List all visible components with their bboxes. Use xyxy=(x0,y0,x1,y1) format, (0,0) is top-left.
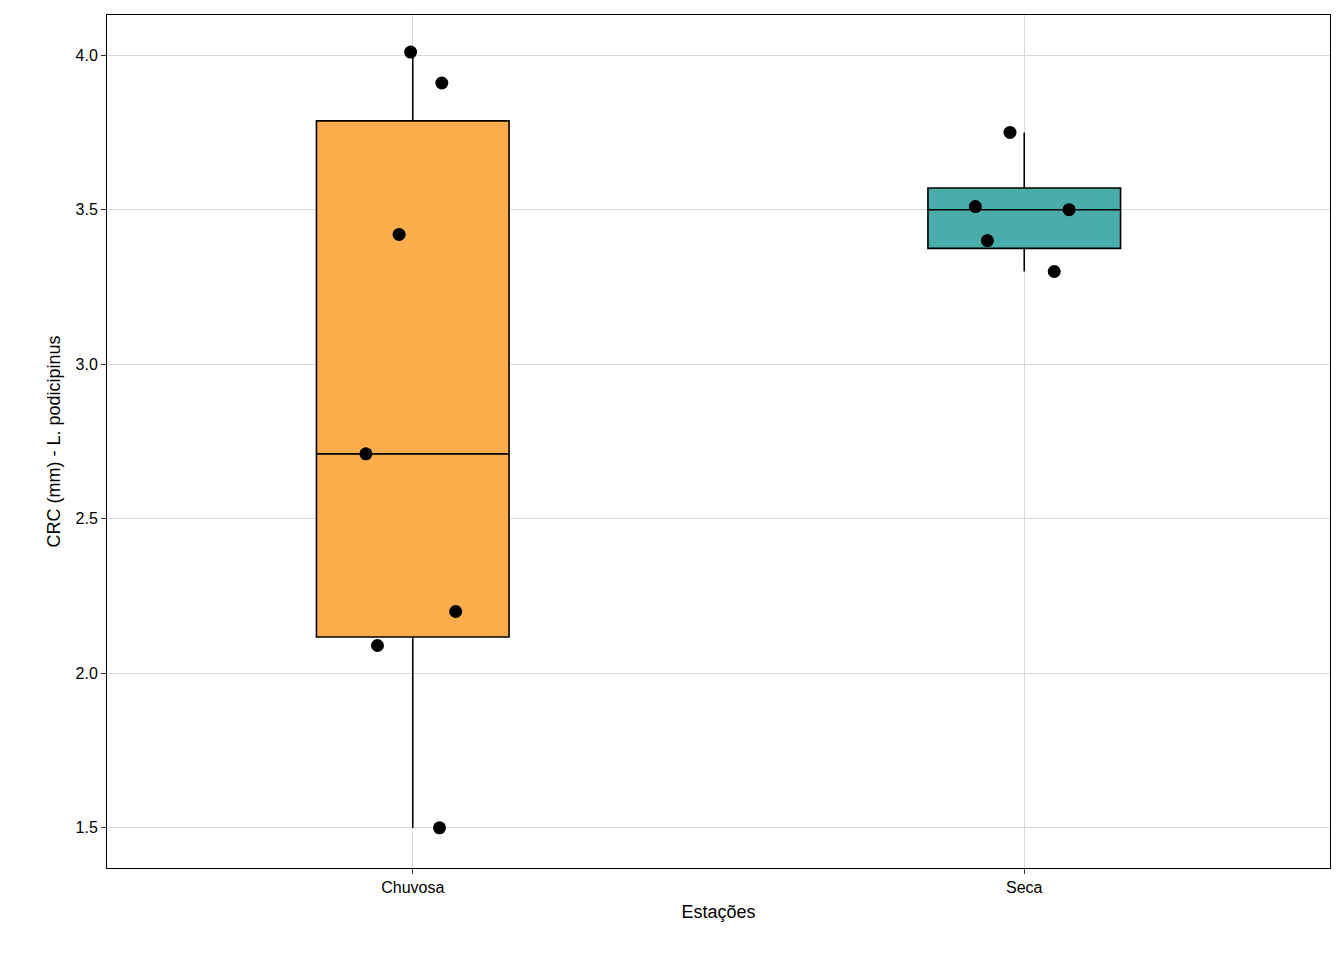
svg-text:Chuvosa: Chuvosa xyxy=(381,879,444,896)
svg-text:1.5: 1.5 xyxy=(76,819,98,836)
svg-text:4.0: 4.0 xyxy=(76,47,98,64)
svg-text:Estações: Estações xyxy=(681,902,755,922)
svg-text:CRC (mm) - L. podicipinus: CRC (mm) - L. podicipinus xyxy=(44,335,64,547)
svg-text:3.5: 3.5 xyxy=(76,201,98,218)
svg-text:Seca: Seca xyxy=(1006,879,1043,896)
svg-text:2.0: 2.0 xyxy=(76,665,98,682)
svg-text:2.5: 2.5 xyxy=(76,510,98,527)
svg-text:3.0: 3.0 xyxy=(76,356,98,373)
